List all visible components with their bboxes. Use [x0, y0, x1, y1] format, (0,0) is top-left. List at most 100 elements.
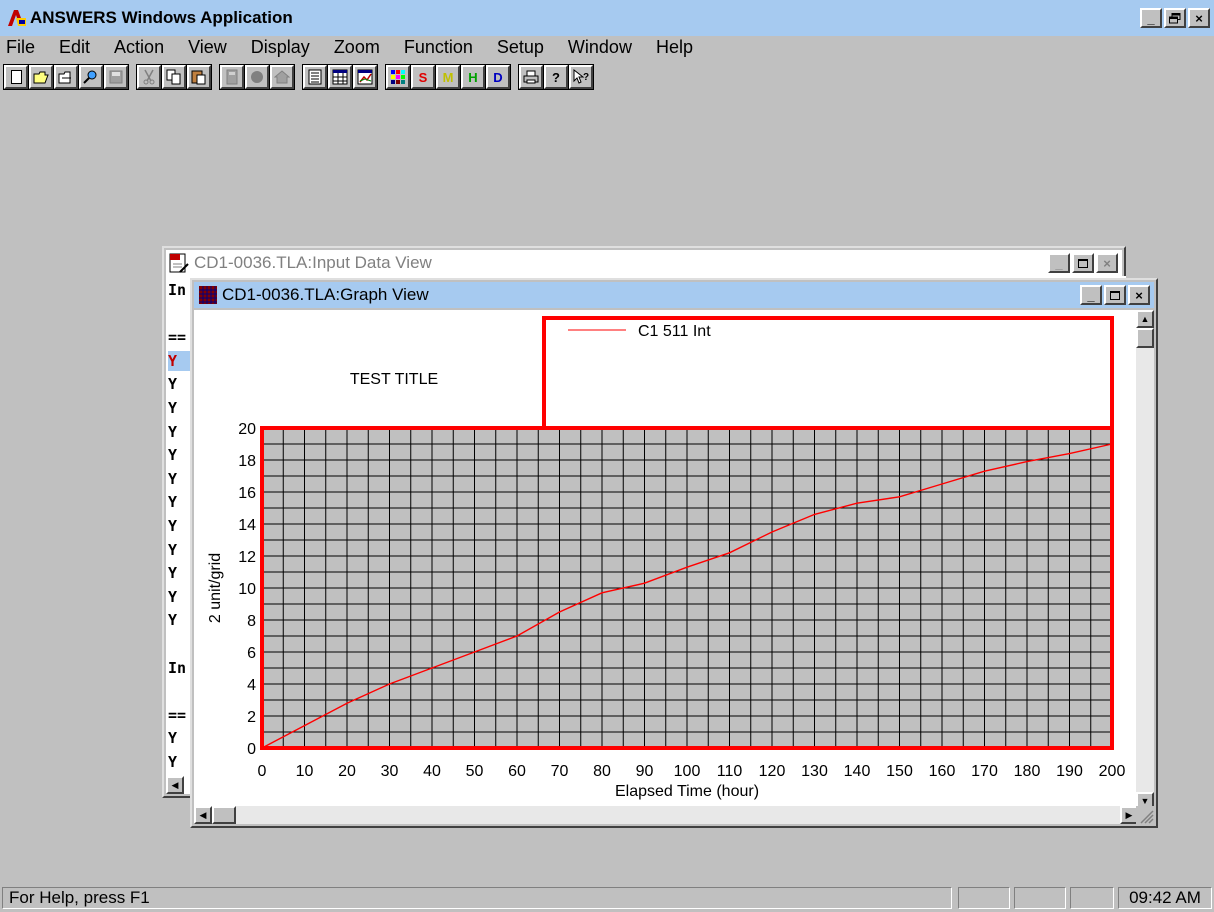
input-line[interactable]: == [168, 328, 187, 347]
context-help-icon: ? [573, 69, 589, 84]
series-point [941, 483, 943, 485]
x-tick-label: 80 [593, 763, 611, 780]
calculate-button[interactable] [219, 64, 245, 90]
find-button[interactable] [78, 64, 104, 90]
help-button[interactable]: ? [543, 64, 569, 90]
input-line[interactable]: Y [168, 422, 178, 441]
print-button[interactable] [518, 64, 544, 90]
paste-button[interactable] [186, 64, 212, 90]
menu-view[interactable]: View [188, 37, 227, 57]
menu-help[interactable]: Help [655, 37, 693, 57]
chart: 0 10 20 30 40 50 60 70 80 90 100 110 120 130 140 150 160… [207, 316, 1126, 800]
context-help-button[interactable]: ? [568, 64, 594, 90]
menu-bar: File Edit Action View Display Zoom Funct… [0, 36, 1214, 60]
input-data-title-bar[interactable]: CD1-0036.TLA:Input Data View _ × [166, 250, 1122, 276]
input-close-button[interactable]: × [1096, 253, 1118, 273]
menu-display[interactable]: Display [250, 37, 310, 57]
graph-title-bar[interactable]: CD1-0036.TLA:Graph View _ × [194, 282, 1154, 308]
graph-minimize-button[interactable]: _ [1080, 285, 1102, 305]
save-icon [109, 70, 123, 84]
series-point [728, 552, 731, 554]
open-button[interactable] [28, 64, 54, 90]
menu-file[interactable]: File [6, 37, 36, 57]
graph-vertical-scrollbar[interactable]: ▲ ▼ [1136, 310, 1154, 810]
scroll-up-button[interactable]: ▲ [1136, 310, 1154, 328]
y-axis-label: 2 unit/grid [207, 553, 224, 623]
m-button[interactable]: M [435, 64, 461, 90]
graph-horizontal-scrollbar[interactable]: ◀ ▶ [194, 806, 1138, 824]
series-point [643, 582, 646, 584]
find-icon [83, 70, 97, 84]
graph-window[interactable]: CD1-0036.TLA:Graph View _ × 0 10 20 30 40 50 6… [190, 278, 1158, 828]
cut-button[interactable] [136, 64, 162, 90]
menu-function[interactable]: Function [403, 37, 473, 57]
series-point [388, 683, 391, 685]
s-button[interactable]: S [410, 64, 436, 90]
palette-button[interactable] [385, 64, 411, 90]
graph-canvas[interactable]: 0 10 20 30 40 50 60 70 80 90 100 110 120 130 140 150 160… [194, 310, 1138, 810]
input-line[interactable]: Y [168, 587, 178, 606]
home-button[interactable] [269, 64, 295, 90]
input-line[interactable]: In [168, 658, 187, 677]
x-tick-label: 140 [844, 763, 871, 780]
scroll-left-button[interactable]: ◀ [194, 806, 212, 824]
graph-maximize-button[interactable] [1104, 285, 1126, 305]
vertical-scroll-thumb[interactable] [1136, 328, 1154, 348]
series-point [856, 502, 858, 504]
input-maximize-button[interactable] [1072, 253, 1094, 273]
input-line[interactable]: Y [168, 517, 178, 535]
y-tick-label: 6 [247, 645, 256, 662]
menu-action[interactable]: Action [114, 37, 165, 57]
input-line[interactable]: Y [168, 399, 178, 417]
menu-setup[interactable]: Setup [496, 37, 544, 57]
input-line[interactable]: Y [168, 375, 178, 394]
text-view-button[interactable] [302, 64, 328, 90]
input-line[interactable]: Y [168, 564, 178, 583]
h-button[interactable]: H [460, 64, 486, 90]
input-line[interactable]: Y [168, 446, 178, 465]
status-pane-1 [958, 887, 1010, 909]
series-point [303, 724, 306, 727]
restore-button[interactable] [1164, 8, 1186, 28]
home-icon [274, 70, 290, 84]
input-line[interactable]: Y [168, 611, 178, 630]
y-tick-label: 2 [247, 709, 256, 726]
stop-button[interactable] [244, 64, 270, 90]
new-button[interactable] [3, 64, 29, 90]
graph-view-button[interactable] [352, 64, 378, 90]
input-line[interactable]: Y [168, 493, 178, 512]
x-tick-label: 200 [1099, 763, 1126, 780]
s-icon: S [418, 69, 428, 85]
close-button[interactable]: × [1188, 8, 1210, 28]
menu-window[interactable]: Window [567, 37, 632, 57]
open-template-button[interactable] [53, 64, 79, 90]
table-view-button[interactable] [327, 64, 353, 90]
app-title-bar[interactable]: ANSWERS Windows Application _ × [0, 0, 1214, 36]
graph-close-button[interactable]: × [1128, 285, 1150, 305]
save-button[interactable] [103, 64, 129, 90]
input-minimize-button[interactable]: _ [1048, 253, 1070, 273]
x-tick-label: 50 [466, 763, 484, 780]
copy-button[interactable] [161, 64, 187, 90]
input-line[interactable]: Y [168, 729, 178, 748]
input-scroll-left-button[interactable]: ◀ [166, 776, 184, 794]
x-tick-label: 60 [508, 763, 526, 780]
y-tick-label: 14 [238, 517, 256, 534]
menu-edit[interactable]: Edit [59, 37, 91, 57]
input-line[interactable]: Y [168, 540, 178, 559]
input-line[interactable]: == [168, 705, 187, 724]
minimize-button[interactable]: _ [1140, 8, 1162, 28]
d-button[interactable]: D [485, 64, 511, 90]
series-point [898, 496, 901, 498]
menu-zoom[interactable]: Zoom [333, 37, 380, 57]
horizontal-scroll-thumb[interactable] [212, 806, 236, 824]
x-tick-label: 120 [759, 763, 786, 780]
y-tick-label: 8 [247, 613, 256, 630]
input-line[interactable]: Y [168, 753, 178, 771]
status-clock: 09:42 AM [1118, 887, 1212, 909]
size-grip[interactable] [1136, 806, 1154, 824]
input-line[interactable]: In [168, 281, 187, 299]
input-line[interactable]: Y [168, 469, 178, 488]
x-tick-label: 110 [717, 763, 743, 780]
x-tick-label: 170 [971, 763, 998, 780]
